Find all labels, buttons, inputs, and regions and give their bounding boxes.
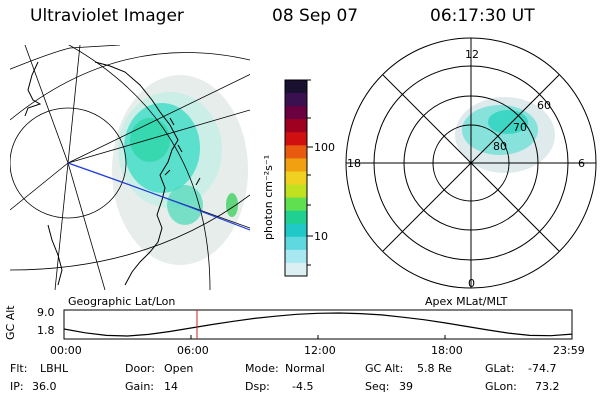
altitude-ytick-min: 1.8 [37, 324, 55, 337]
gain-label: Gain: [125, 380, 154, 393]
mlat-label-60: 60 [537, 99, 551, 112]
colorbar-segment [285, 132, 307, 146]
glon-value: 73.2 [535, 380, 560, 393]
seq-label: Seq: [365, 380, 390, 393]
door-label: Door: [125, 362, 155, 375]
colorbar-segment [285, 236, 307, 251]
altitude-xtick: 00:00 [50, 344, 82, 357]
apex-caption: Apex MLat/MLT [425, 295, 508, 308]
gain-value: 14 [164, 380, 178, 393]
colorbar-segment [285, 119, 307, 133]
colorbar-segment [285, 223, 307, 238]
altitude-ytick-max: 9.0 [37, 306, 55, 319]
mlat-label-70: 70 [513, 121, 527, 134]
seq-value: 39 [399, 380, 413, 393]
colorbar-unit-label: photon cm⁻²s⁻¹ [262, 154, 275, 240]
colorbar-segment [285, 171, 307, 186]
mlt-label-18: 18 [347, 157, 361, 170]
glat-value: -74.7 [528, 362, 557, 375]
colorbar-segment [285, 80, 307, 94]
altitude-xtick: 23:59 [553, 344, 585, 357]
coastline-islands [164, 117, 201, 186]
colorbar-segment [285, 158, 307, 172]
satellite-track [67, 162, 250, 231]
filter-value: LBHL [40, 362, 69, 375]
color-bar [285, 80, 307, 277]
colorbar-segment [285, 210, 307, 225]
colorbar-segment [285, 197, 307, 212]
altitude-xtick: 12:00 [304, 344, 336, 357]
mlt-label-12: 12 [465, 48, 479, 61]
gc-alt-value: 5.8 Re [417, 362, 452, 375]
altitude-plot [63, 309, 573, 340]
dsp-label: Dsp: [245, 380, 270, 393]
altitude-curve [63, 312, 573, 337]
mlt-label-0: 0 [468, 277, 475, 290]
glat-label: GLat: [485, 362, 515, 375]
gc-alt-label: GC Alt: [365, 362, 404, 375]
glon-label: GLon: [485, 380, 517, 393]
mode-value: Normal [285, 362, 325, 375]
colorbar-segment [285, 145, 307, 159]
dsp-value: -4.5 [292, 380, 314, 393]
colorbar-segment [285, 262, 307, 277]
coastline-west [24, 61, 63, 286]
ip-label: IP: [10, 380, 24, 393]
polar-plot [345, 37, 597, 289]
altitude-xtick: 18:00 [431, 344, 463, 357]
instrument-title: Ultraviolet Imager [30, 6, 184, 26]
altitude-ylabel: GC Alt [4, 305, 17, 340]
filter-label: Flt: [10, 362, 28, 375]
colorbar-segment [285, 184, 307, 199]
ip-value: 36.0 [32, 380, 57, 393]
colorbar-segment [285, 249, 307, 264]
colorbar-segment [285, 106, 307, 120]
door-value: Open [164, 362, 194, 375]
coastline [94, 61, 179, 286]
aurora-emission [112, 75, 248, 265]
colorbar-segment [285, 93, 307, 107]
altitude-xtick: 06:00 [177, 344, 209, 357]
geographic-caption: Geographic Lat/Lon [68, 295, 176, 308]
time-label: 06:17:30 UT [430, 6, 535, 26]
colorbar-tick-10: 10 [314, 230, 328, 243]
mlat-label-80: 80 [493, 140, 507, 153]
colorbar-tick-100: 100 [314, 141, 335, 154]
mode-label: Mode: [245, 362, 279, 375]
mlt-label-6: 6 [578, 157, 585, 170]
date-label: 08 Sep 07 [272, 6, 359, 26]
